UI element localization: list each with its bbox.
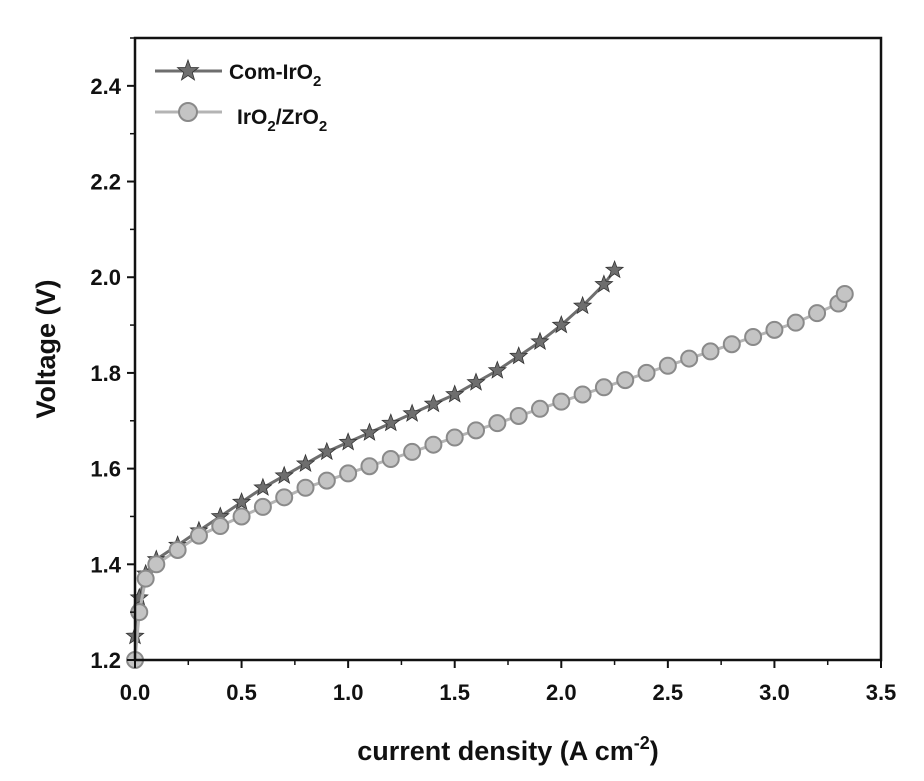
y-tick-label-1: 1.4 xyxy=(90,552,121,577)
series-1-point-20 xyxy=(511,408,527,424)
series-1-point-29 xyxy=(702,343,718,359)
x-axis-title: current density (A cm-2) xyxy=(357,733,659,766)
chart: 0.0 0.5 1.0 1.5 2.0 2.5 3.0 3.5 1.2 1.4 1.6 1.8 2.0 2… xyxy=(0,0,924,781)
series-1-point-30 xyxy=(724,336,740,352)
series-1-point-6 xyxy=(212,518,228,534)
series-1-point-14 xyxy=(383,451,399,467)
series-1-point-34 xyxy=(809,305,825,321)
series-1-point-2 xyxy=(138,571,154,587)
series-1-point-23 xyxy=(575,386,591,402)
y-tick-label-5: 2.2 xyxy=(90,170,121,195)
series-1-point-11 xyxy=(319,473,335,489)
series-1-point-4 xyxy=(170,542,186,558)
y-axis-title: Voltage (V) xyxy=(31,279,61,418)
series-1-point-12 xyxy=(340,465,356,481)
series-1-point-19 xyxy=(489,415,505,431)
series-1-point-27 xyxy=(660,358,676,374)
series-1-point-21 xyxy=(532,401,548,417)
y-tick-label-6: 2.4 xyxy=(90,74,121,99)
y-tick-label-2: 1.6 xyxy=(90,457,121,482)
series-1-point-9 xyxy=(276,489,292,505)
series-1-point-31 xyxy=(745,329,761,345)
x-tick-label-2: 1.0 xyxy=(333,680,364,705)
series-1-point-16 xyxy=(425,437,441,453)
legend-circle-marker-icon xyxy=(179,103,197,121)
x-tick-label-4: 2.0 xyxy=(546,680,577,705)
series-1-point-15 xyxy=(404,444,420,460)
y-tick-label-4: 2.0 xyxy=(90,265,121,290)
x-tick-label-6: 3.0 xyxy=(759,680,790,705)
series-1-point-8 xyxy=(255,499,271,515)
series-1-point-13 xyxy=(361,458,377,474)
series-1-point-33 xyxy=(788,315,804,331)
y-tick-label-3: 1.8 xyxy=(90,361,121,386)
y-tick-label-0: 1.2 xyxy=(90,648,121,673)
x-tick-label-7: 3.5 xyxy=(866,680,897,705)
series-1-point-3 xyxy=(148,556,164,572)
series-1-point-7 xyxy=(234,508,250,524)
x-tick-label-5: 2.5 xyxy=(653,680,684,705)
x-tick-label-0: 0.0 xyxy=(120,680,151,705)
series-1-point-36 xyxy=(837,286,853,302)
series-1-point-17 xyxy=(447,430,463,446)
series-1-point-5 xyxy=(191,528,207,544)
series-1-point-24 xyxy=(596,379,612,395)
series-1-point-22 xyxy=(553,394,569,410)
series-1-point-25 xyxy=(617,372,633,388)
series-1-point-28 xyxy=(681,351,697,367)
series-1-point-18 xyxy=(468,422,484,438)
series-1-point-10 xyxy=(298,480,314,496)
series-1-point-26 xyxy=(639,365,655,381)
series-1-point-32 xyxy=(766,322,782,338)
x-tick-label-1: 0.5 xyxy=(226,680,257,705)
x-tick-label-3: 1.5 xyxy=(439,680,470,705)
